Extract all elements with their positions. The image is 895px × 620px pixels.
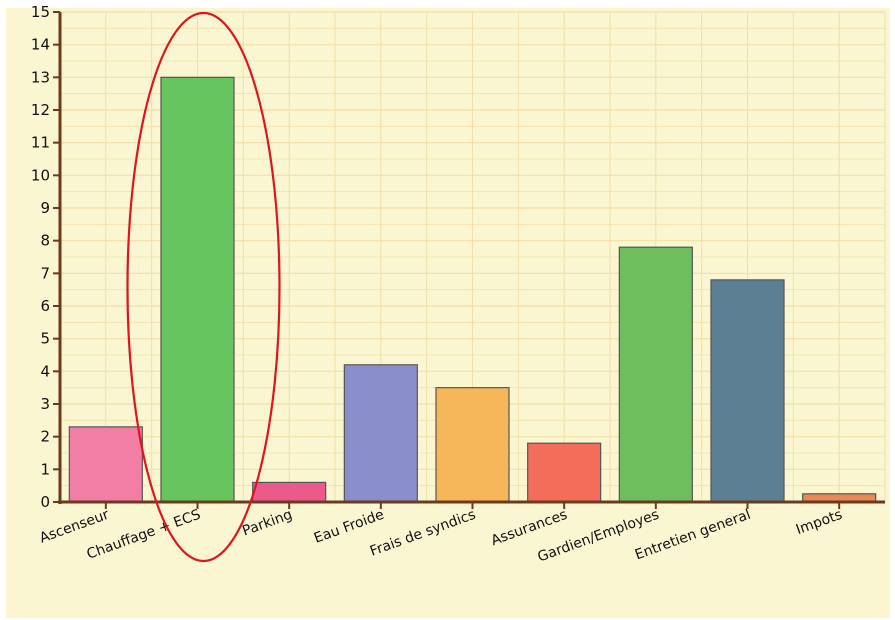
bar-chauffage-ecs bbox=[160, 76, 235, 503]
y-tick-label: 6 bbox=[40, 297, 50, 315]
annotation-group bbox=[126, 11, 281, 563]
y-tick-label: 13 bbox=[31, 68, 50, 86]
y-tick-label: 8 bbox=[40, 232, 50, 250]
y-tick-label: 1 bbox=[40, 460, 50, 478]
y-tick-label: 11 bbox=[31, 134, 50, 152]
y-tick-label: 12 bbox=[31, 101, 50, 119]
bar-eau-froide bbox=[343, 364, 418, 503]
y-tick-label: 5 bbox=[40, 330, 50, 348]
bar-gardien-employes bbox=[618, 246, 693, 503]
y-tick-label: 9 bbox=[40, 199, 50, 217]
axes-group bbox=[53, 11, 885, 509]
bar-frais-de-syndics bbox=[435, 387, 510, 503]
y-tick-label: 2 bbox=[40, 428, 50, 446]
bar-ascenseur bbox=[68, 426, 143, 503]
y-tick-label: 7 bbox=[40, 264, 50, 282]
y-tick-label: 4 bbox=[40, 362, 50, 380]
y-tick-label: 0 bbox=[40, 493, 50, 511]
bar-entretien-general bbox=[710, 279, 785, 503]
y-tick-label: 10 bbox=[31, 166, 50, 184]
y-tick-label: 3 bbox=[40, 395, 50, 413]
bars-group bbox=[68, 76, 877, 503]
y-tick-label: 14 bbox=[31, 36, 50, 54]
y-tick-label: 15 bbox=[31, 3, 50, 21]
bar-assurances bbox=[527, 442, 602, 503]
highlight-ellipse bbox=[126, 11, 281, 563]
bar-parking bbox=[252, 481, 327, 503]
